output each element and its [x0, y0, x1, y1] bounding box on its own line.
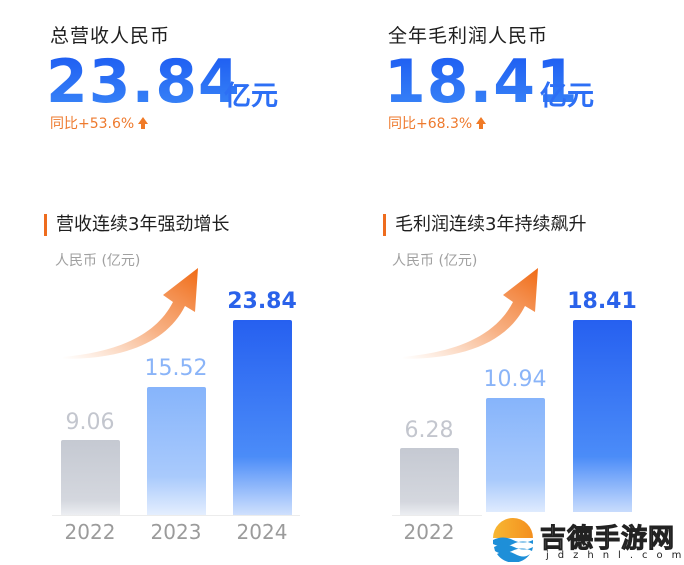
bar-value: 15.52 — [144, 356, 208, 381]
up-arrow-icon — [138, 117, 149, 129]
year-label: 2022 — [64, 520, 116, 544]
year-label: 2023 — [150, 520, 202, 544]
bar-value: 18.41 — [567, 289, 637, 314]
gross-profit-yoy-text: 同比+68.3% — [388, 116, 473, 132]
revenue-bar-2023 — [147, 387, 206, 515]
year-label: 2024 — [236, 520, 288, 544]
watermark-logo-icon — [493, 518, 533, 562]
revenue-bar-2024 — [233, 320, 292, 515]
gross-profit-bar-2022 — [400, 448, 459, 515]
revenue-bar-2022 — [61, 440, 120, 515]
watermark: 吉德手游网 jdzhnl.com — [482, 512, 684, 565]
bar-value: 9.06 — [65, 410, 115, 435]
up-arrow-icon — [476, 117, 487, 129]
gross-profit-bar-2023 — [486, 398, 545, 515]
year-label: 2022 — [403, 520, 455, 544]
revenue-chart-title: 营收连续3年强劲增长 — [44, 214, 229, 236]
revenue-kpi-unit: 亿元 — [224, 81, 278, 112]
gross-profit-kpi-value: 18.41 — [384, 47, 579, 117]
gross-profit-kpi-unit: 亿元 — [540, 81, 594, 112]
gross-profit-chart-unit: 人民币 (亿元) — [392, 253, 478, 269]
bar-value: 6.28 — [404, 418, 454, 443]
revenue-kpi-value: 23.84 — [46, 47, 241, 117]
revenue-yoy: 同比+53.6% — [50, 113, 149, 133]
watermark-url: jdzhnl.com — [546, 550, 684, 561]
revenue-chart-axis — [52, 515, 300, 516]
revenue-kpi-title: 总营收人民币 — [50, 25, 171, 47]
gross-profit-bar-2024 — [573, 320, 632, 515]
bar-value: 23.84 — [227, 289, 297, 314]
watermark-name: 吉德手游网 — [539, 524, 676, 555]
gross-profit-chart-title: 毛利润连续3年持续飙升 — [383, 214, 586, 236]
growth-arrow-icon — [63, 268, 198, 359]
gross-profit-yoy: 同比+68.3% — [388, 113, 487, 133]
revenue-yoy-text: 同比+53.6% — [50, 116, 135, 132]
bar-value: 10.94 — [483, 367, 547, 392]
revenue-chart-unit: 人民币 (亿元) — [55, 253, 141, 269]
gross-profit-kpi-title: 全年毛利润人民币 — [388, 25, 549, 47]
growth-arrow-icon — [403, 268, 538, 359]
